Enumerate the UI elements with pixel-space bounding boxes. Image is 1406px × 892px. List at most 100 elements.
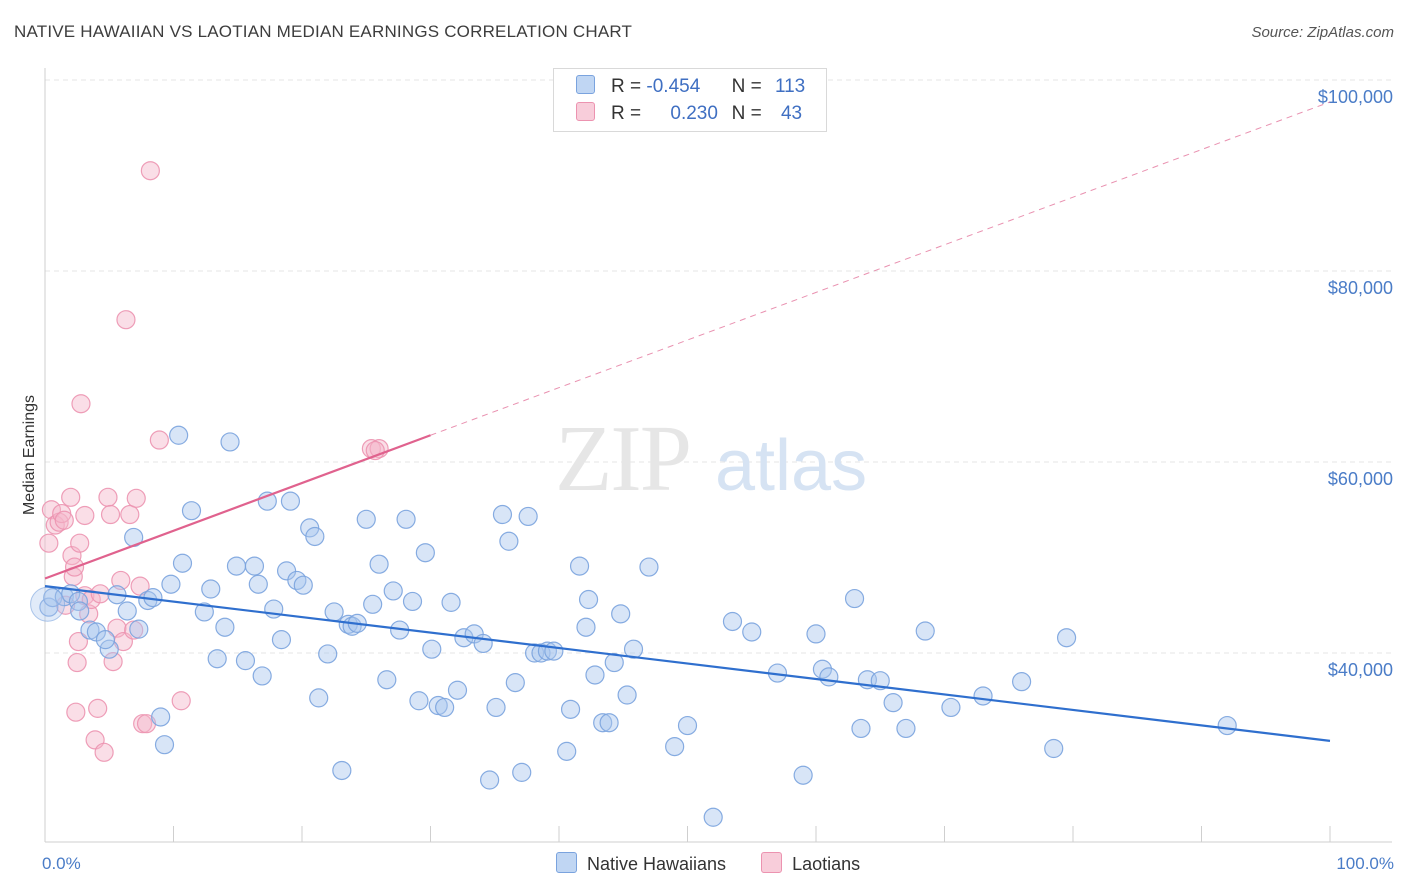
trend-lines: [44, 101, 1331, 742]
native-hawaiians-point: [383, 581, 403, 601]
native-hawaiians-point: [402, 591, 423, 612]
y-tick-label: $60,000: [1328, 469, 1393, 489]
native-hawaiians-point: [68, 591, 89, 612]
native-hawaiians-point: [722, 611, 743, 632]
laotians-trend-extension: [430, 101, 1331, 436]
native-hawaiians-point: [617, 685, 637, 705]
native-hawaiians-cluster-point: [30, 586, 66, 622]
native-hawaiians-point: [409, 691, 429, 711]
native-hawaiians-point: [377, 670, 397, 690]
zipatlas-watermark: ZIP atlas: [555, 407, 867, 511]
native-hawaiians-point: [819, 667, 839, 687]
legend-row-laotians: R = 0.230 N = 43: [576, 102, 802, 126]
native-hawaiians-point: [560, 699, 581, 719]
x-tick-label-end: 100.0%: [1336, 854, 1394, 873]
laotians-point: [100, 504, 121, 525]
laotians-point: [70, 533, 90, 553]
native-hawaiians-point: [117, 601, 137, 621]
native-hawaiians-point: [639, 557, 659, 577]
legend-r-value: -0.454: [646, 76, 701, 97]
laotians-point: [88, 698, 108, 718]
y-tick-label: $100,000: [1318, 87, 1393, 107]
legend-n-label: N =: [731, 103, 762, 124]
legend-label-laotians: Laotians: [792, 854, 861, 874]
laotians-point: [66, 702, 86, 722]
native-hawaiians-point: [941, 697, 961, 718]
native-hawaiians-point: [181, 501, 202, 521]
svg-text:atlas: atlas: [715, 426, 867, 506]
native-hawaiians-point: [585, 665, 605, 685]
native-hawaiians-point: [793, 765, 813, 785]
native-hawaiians-point: [161, 574, 181, 594]
native-hawaiians-point: [369, 554, 389, 574]
native-hawaiians-point: [151, 707, 171, 727]
native-hawaiians-point: [99, 639, 119, 659]
native-hawaiians-point: [569, 556, 590, 576]
legend-swatch-pink: [576, 102, 595, 121]
laotians-point: [116, 310, 136, 330]
native-hawaiians-point: [332, 760, 352, 781]
laotians-point: [126, 488, 146, 508]
native-hawaiians-point: [39, 597, 59, 617]
native-hawaiians-point: [154, 735, 175, 755]
native-hawaiians-point: [415, 543, 435, 563]
native-hawaiians-point: [356, 509, 376, 529]
native-hawaiians-point: [172, 553, 193, 573]
stats-legend: R = -0.454 N = 113 R = 0.230 N = 43: [553, 68, 827, 132]
native-hawaiians-point: [324, 602, 344, 622]
native-hawaiians-point: [226, 556, 247, 576]
native-hawaiians-point: [207, 649, 227, 669]
laotians-point: [67, 652, 87, 673]
laotians-point: [68, 631, 89, 652]
native-hawaiians-point: [220, 432, 240, 452]
legend-item-laotians: Laotians: [761, 852, 860, 875]
native-hawaiians-point: [576, 617, 596, 637]
native-hawaiians-point: [544, 641, 564, 661]
laotians-points: [39, 161, 389, 762]
native-hawaiians-point: [611, 604, 631, 624]
native-hawaiians-point: [604, 652, 624, 673]
native-hawaiians-point: [447, 680, 468, 700]
native-hawaiians-point: [599, 713, 619, 733]
native-hawaiians-point: [129, 619, 149, 639]
native-hawaiians-point: [665, 736, 685, 757]
native-hawaiians-point: [806, 624, 826, 644]
laotians-point: [61, 487, 81, 507]
native-hawaiians-point: [441, 592, 461, 612]
native-hawaiians-point: [215, 617, 235, 637]
native-hawaiians-point: [169, 425, 189, 445]
x-tick-label-start: 0.0%: [42, 854, 81, 873]
laotians-point: [103, 651, 123, 672]
y-tick-label: $40,000: [1328, 660, 1393, 680]
native-hawaiians-point: [1044, 738, 1064, 759]
native-hawaiians-point: [305, 526, 325, 547]
legend-swatch-pink: [761, 852, 783, 873]
legend-swatch-blue: [576, 75, 595, 94]
legend-r-label: R =: [611, 76, 642, 97]
laotians-point: [140, 161, 160, 181]
legend-n-label: N =: [731, 76, 762, 97]
native-hawaiians-point: [293, 575, 313, 595]
native-hawaiians-point: [557, 741, 577, 761]
y-axis-title: Median Earnings: [21, 395, 38, 515]
laotians-point: [120, 504, 140, 525]
native-hawaiians-point: [194, 602, 214, 622]
legend-r-value: 0.230: [670, 103, 718, 124]
native-hawaiians-point: [518, 506, 538, 527]
native-hawaiians-point: [512, 762, 532, 782]
native-hawaiians-point: [422, 639, 442, 659]
legend-n-value: 43: [780, 103, 803, 124]
native-hawaiians-point: [623, 639, 644, 659]
laotians-trend-line: [44, 434, 431, 580]
legend-row-native-hawaiians: R = -0.454 N = 113: [576, 75, 805, 99]
native-hawaiians-point: [492, 504, 513, 525]
native-hawaiians-trend-line: [44, 585, 1331, 742]
x-axis-tick-labels: 0.0% 100.0%: [42, 854, 1394, 873]
legend-swatch-blue: [556, 852, 577, 873]
laotians-point: [149, 430, 169, 450]
native-hawaiians-point: [505, 673, 525, 693]
native-hawaiians-point: [499, 531, 519, 551]
native-hawaiians-point: [435, 697, 455, 718]
native-hawaiians-point: [309, 688, 329, 708]
svg-text:ZIP: ZIP: [555, 407, 690, 511]
